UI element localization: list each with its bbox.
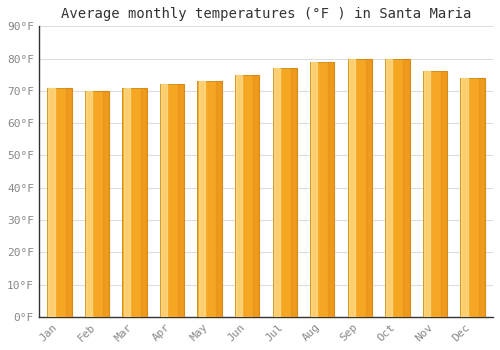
Bar	[478, 78, 484, 317]
Bar	[386, 58, 392, 317]
Bar	[424, 71, 430, 317]
Bar	[86, 91, 92, 317]
Bar	[66, 88, 71, 317]
Bar	[198, 81, 204, 317]
Bar	[272, 68, 297, 317]
Bar	[404, 58, 409, 317]
Bar	[235, 75, 260, 317]
Bar	[236, 75, 242, 317]
Bar	[124, 88, 130, 317]
Bar	[161, 84, 167, 317]
Bar	[460, 78, 484, 317]
Bar	[312, 62, 318, 317]
Title: Average monthly temperatures (°F ) in Santa Maria: Average monthly temperatures (°F ) in Sa…	[60, 7, 471, 21]
Bar	[216, 81, 222, 317]
Bar	[48, 88, 54, 317]
Bar	[349, 58, 355, 317]
Bar	[48, 88, 72, 317]
Bar	[198, 81, 222, 317]
Bar	[178, 84, 184, 317]
Bar	[85, 91, 109, 317]
Bar	[274, 68, 280, 317]
Bar	[422, 71, 447, 317]
Bar	[160, 84, 184, 317]
Bar	[140, 88, 146, 317]
Bar	[385, 58, 409, 317]
Bar	[441, 71, 447, 317]
Bar	[310, 62, 334, 317]
Bar	[103, 91, 109, 317]
Bar	[348, 58, 372, 317]
Bar	[254, 75, 260, 317]
Bar	[122, 88, 146, 317]
Bar	[291, 68, 297, 317]
Bar	[366, 58, 372, 317]
Bar	[462, 78, 468, 317]
Bar	[328, 62, 334, 317]
